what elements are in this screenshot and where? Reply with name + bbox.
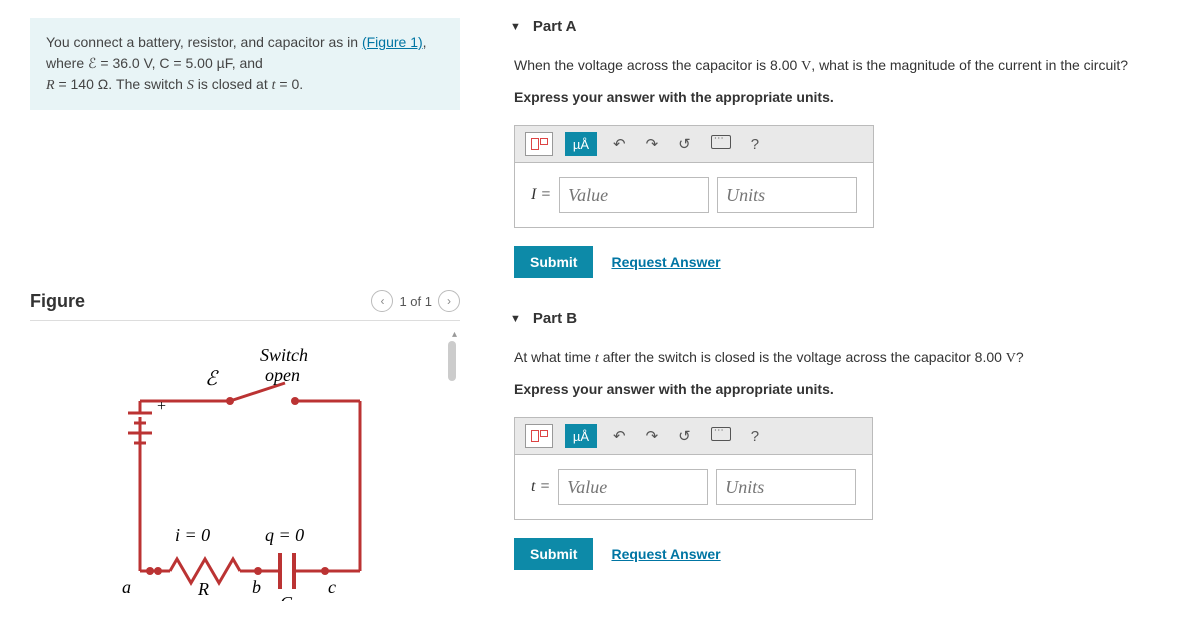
- svg-text:b: b: [252, 577, 261, 597]
- variable-label-b: t =: [531, 478, 550, 496]
- part-b-question: At what time t after the switch is close…: [514, 347, 1190, 369]
- figure-pager: ‹ 1 of 1 ›: [371, 290, 460, 312]
- undo-button[interactable]: ↶: [609, 133, 630, 155]
- svg-text:open: open: [265, 365, 300, 385]
- part-a-instruction: Express your answer with the appropriate…: [514, 89, 1190, 105]
- keyboard-icon: [711, 427, 731, 441]
- keyboard-icon: [711, 135, 731, 149]
- help-button[interactable]: ?: [747, 134, 763, 155]
- answer-block-a: µÅ ↶ ↷ ↺ ? I =: [514, 125, 874, 228]
- svg-text:i = 0: i = 0: [175, 525, 210, 545]
- scroll-up-icon: ▴: [452, 329, 457, 340]
- keyboard-button[interactable]: [707, 425, 735, 447]
- redo-button[interactable]: ↷: [642, 133, 663, 155]
- svg-text:+: +: [157, 398, 166, 415]
- help-button[interactable]: ?: [747, 426, 763, 447]
- units-input-a[interactable]: [717, 177, 857, 213]
- units-symbol-button[interactable]: µÅ: [565, 132, 597, 156]
- svg-text:Switch: Switch: [260, 345, 308, 365]
- units-symbol-button[interactable]: µÅ: [565, 424, 597, 448]
- circuit-diagram: ▴: [30, 341, 460, 601]
- redo-button[interactable]: ↷: [642, 425, 663, 447]
- svg-text:a: a: [122, 577, 131, 597]
- figure-title: Figure: [30, 291, 85, 312]
- units-input-b[interactable]: [716, 469, 856, 505]
- submit-button-a[interactable]: Submit: [514, 246, 593, 278]
- undo-button[interactable]: ↶: [609, 425, 630, 447]
- scroll-thumb[interactable]: [448, 341, 456, 381]
- pager-text: 1 of 1: [399, 294, 432, 309]
- value-input-b[interactable]: [558, 469, 708, 505]
- part-a-question: When the voltage across the capacitor is…: [514, 55, 1190, 77]
- part-b-instruction: Express your answer with the appropriate…: [514, 381, 1190, 397]
- toolbar-b: µÅ ↶ ↷ ↺ ?: [515, 418, 872, 455]
- request-answer-link-b[interactable]: Request Answer: [611, 546, 720, 562]
- svg-text:q = 0: q = 0: [265, 525, 304, 545]
- svg-text:C: C: [280, 593, 293, 601]
- part-b-header[interactable]: ▼ Part B: [510, 310, 1190, 327]
- svg-text:c: c: [328, 577, 336, 597]
- answer-block-b: µÅ ↶ ↷ ↺ ? t =: [514, 417, 873, 520]
- template-tool-button[interactable]: [525, 424, 553, 448]
- pager-prev-button[interactable]: ‹: [371, 290, 393, 312]
- figure-divider: [30, 320, 460, 321]
- figure-link[interactable]: (Figure 1): [362, 34, 423, 50]
- value-input-a[interactable]: [559, 177, 709, 213]
- problem-statement: You connect a battery, resistor, and cap…: [30, 18, 460, 110]
- reset-button[interactable]: ↺: [674, 425, 695, 447]
- collapse-icon: ▼: [510, 313, 521, 325]
- pager-next-button[interactable]: ›: [438, 290, 460, 312]
- problem-line2: R = 140 Ω. The switch S is closed at t =…: [46, 76, 303, 92]
- svg-text:ℰ: ℰ: [205, 368, 219, 390]
- submit-button-b[interactable]: Submit: [514, 538, 593, 570]
- toolbar-a: µÅ ↶ ↷ ↺ ?: [515, 126, 873, 163]
- part-a-header[interactable]: ▼ Part A: [510, 18, 1190, 35]
- part-a-title: Part A: [533, 18, 577, 35]
- variable-label-a: I =: [531, 186, 551, 204]
- keyboard-button[interactable]: [707, 133, 735, 155]
- request-answer-link-a[interactable]: Request Answer: [611, 254, 720, 270]
- part-b-title: Part B: [533, 310, 577, 327]
- collapse-icon: ▼: [510, 21, 521, 33]
- svg-text:R: R: [197, 579, 209, 599]
- reset-button[interactable]: ↺: [674, 133, 695, 155]
- problem-intro: You connect a battery, resistor, and cap…: [46, 34, 358, 50]
- template-tool-button[interactable]: [525, 132, 553, 156]
